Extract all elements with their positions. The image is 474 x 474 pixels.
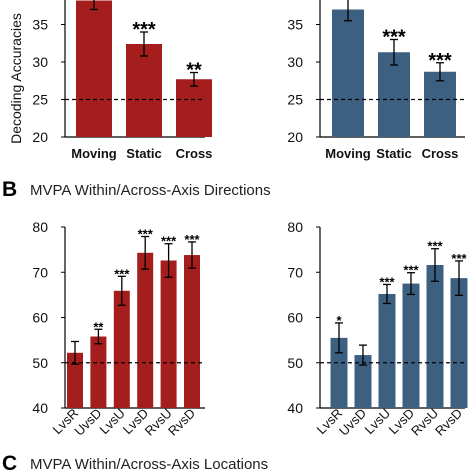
bar <box>137 252 154 408</box>
significance-label: ** <box>93 319 104 334</box>
chart-panel-a-left: 20 25 30 35 Decoding Accuracies Moving *** Stat… <box>8 0 212 161</box>
y-tick-label: 70 <box>287 264 303 280</box>
y-tick-label: 80 <box>32 219 48 235</box>
chart-panel-a-right: 20 25 30 35 Moving *** Static *** Cross <box>287 0 465 161</box>
significance-label: *** <box>382 27 406 49</box>
significance-label: * <box>336 313 342 328</box>
y-tick-label: 60 <box>287 310 303 326</box>
y-tick-label: 35 <box>32 17 48 33</box>
bar <box>176 79 212 137</box>
y-tick-label: 30 <box>287 54 303 70</box>
category-label: LvsU <box>362 406 394 438</box>
significance-label: *** <box>132 19 156 41</box>
bar <box>424 71 456 137</box>
y-tick-label: 20 <box>287 129 303 145</box>
significance-label: *** <box>451 251 467 266</box>
bar <box>330 337 348 408</box>
y-tick-label: 50 <box>287 355 303 371</box>
y-tick-label: 25 <box>287 92 303 108</box>
category-label: RvsU <box>408 406 441 439</box>
bar <box>184 255 200 408</box>
y-tick-label: 30 <box>32 54 48 70</box>
category-label: Static <box>126 146 161 161</box>
significance-label: ** <box>186 60 202 82</box>
significance-label: *** <box>184 232 200 247</box>
bar <box>67 352 83 408</box>
panel-title-b: MVPA Within/Across-Axis Directions <box>30 182 271 199</box>
category-label: Moving <box>325 146 371 161</box>
significance-label: *** <box>427 239 443 254</box>
significance-label: *** <box>379 274 395 289</box>
panel-title-c: MVPA Within/Across-Axis Locations <box>30 456 268 473</box>
bar <box>90 336 107 408</box>
category-label: Static <box>376 146 411 161</box>
y-tick-label: 20 <box>32 129 48 145</box>
bar <box>378 52 410 137</box>
bar <box>113 290 130 408</box>
category-label: RvsD <box>165 406 198 439</box>
y-tick-label: 40 <box>287 400 303 416</box>
bar <box>354 355 372 408</box>
y-tick-label: 50 <box>32 355 48 371</box>
category-label: RvsD <box>432 406 465 439</box>
bar <box>402 283 420 408</box>
bar <box>426 265 444 408</box>
bar <box>450 278 468 408</box>
chart-panel-b-right: 4050607080*LvsRUvsD***LvsU***LvsD***RvsU… <box>287 219 467 439</box>
bar <box>76 0 112 137</box>
category-label: Moving <box>71 146 117 161</box>
significance-label: *** <box>138 227 154 242</box>
y-axis-label: Decoding Accuracies <box>8 13 24 144</box>
y-tick-label: 70 <box>32 264 48 280</box>
y-tick-label: 80 <box>287 219 303 235</box>
category-label: Cross <box>422 146 459 161</box>
bar <box>160 260 177 408</box>
significance-label: *** <box>114 266 130 281</box>
bar <box>126 44 162 137</box>
y-tick-label: 25 <box>32 92 48 108</box>
y-tick-label: 40 <box>32 400 48 416</box>
category-label: Cross <box>176 146 213 161</box>
panel-letter-b: B <box>2 178 17 201</box>
significance-label: *** <box>403 263 419 278</box>
chart-panel-b-left: 4050607080LvsR**UvsD***LvsU***LvsD***Rvs… <box>32 219 205 439</box>
significance-label: *** <box>428 50 452 72</box>
category-label: LvsU <box>96 406 128 438</box>
significance-label: *** <box>161 234 177 249</box>
bar <box>378 293 396 408</box>
category-label: UvsD <box>336 406 369 439</box>
bar <box>332 9 364 137</box>
y-tick-label: 35 <box>287 17 303 33</box>
y-tick-label: 60 <box>32 310 48 326</box>
panel-letter-c: C <box>2 452 17 474</box>
